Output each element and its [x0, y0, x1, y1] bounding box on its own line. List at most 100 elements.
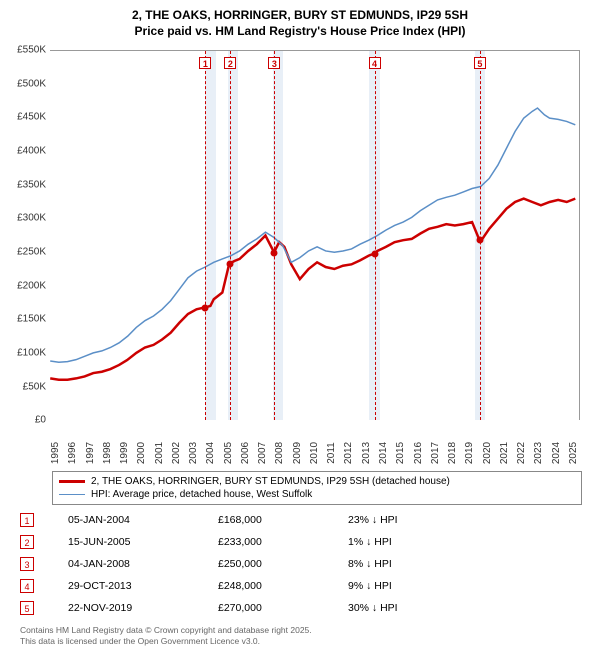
tx-price: £233,000 — [218, 536, 348, 548]
tx-price: £250,000 — [218, 558, 348, 570]
x-tick-label: 2002 — [171, 442, 182, 464]
marker-dot — [371, 251, 378, 258]
chart-title: 2, THE OAKS, HORRINGER, BURY ST EDMUNDS,… — [10, 8, 590, 39]
x-tick-label: 2001 — [154, 442, 165, 464]
marker-dot — [271, 250, 278, 257]
y-tick-label: £50K — [23, 381, 46, 392]
x-tick-label: 2008 — [274, 442, 285, 464]
series-property — [50, 199, 575, 380]
footer-attribution: Contains HM Land Registry data © Crown c… — [20, 625, 590, 647]
x-tick-label: 2025 — [568, 442, 579, 464]
tx-price: £248,000 — [218, 580, 348, 592]
legend-row-hpi: HPI: Average price, detached house, West… — [59, 488, 575, 501]
x-tick-label: 2016 — [413, 442, 424, 464]
y-tick-label: £550K — [17, 45, 46, 56]
tx-index-box: 2 — [20, 535, 34, 549]
tx-date: 04-JAN-2008 — [68, 558, 218, 570]
marker-box: 3 — [268, 57, 280, 69]
tx-date: 15-JUN-2005 — [68, 536, 218, 548]
legend-label-property: 2, THE OAKS, HORRINGER, BURY ST EDMUNDS,… — [91, 476, 450, 487]
x-tick-label: 2015 — [395, 442, 406, 464]
x-tick-label: 1995 — [50, 442, 61, 464]
x-tick-label: 2010 — [309, 442, 320, 464]
legend-label-hpi: HPI: Average price, detached house, West… — [91, 489, 312, 500]
y-tick-label: £200K — [17, 280, 46, 291]
y-axis-labels: £0£50K£100K£150K£200K£250K£300K£350K£400… — [10, 50, 48, 420]
x-tick-label: 2017 — [430, 442, 441, 464]
table-row: 2 15-JUN-2005£233,0001% ↓ HPI — [20, 531, 580, 553]
marker-line — [205, 51, 206, 420]
series-hpi — [50, 108, 575, 362]
y-tick-label: £350K — [17, 179, 46, 190]
y-tick-label: £100K — [17, 347, 46, 358]
y-tick-label: £450K — [17, 112, 46, 123]
table-row: 1 05-JAN-2004£168,00023% ↓ HPI — [20, 509, 580, 531]
x-tick-label: 2007 — [257, 442, 268, 464]
title-line-1: 2, THE OAKS, HORRINGER, BURY ST EDMUNDS,… — [10, 8, 590, 24]
table-row: 304-JAN-2008£250,0008% ↓ HPI — [20, 553, 580, 575]
x-tick-label: 2024 — [551, 442, 562, 464]
tx-index-box: 1 — [20, 513, 34, 527]
tx-price: £168,000 — [218, 514, 348, 526]
tx-diff: 8% ↓ HPI — [348, 558, 478, 570]
chart-area: £0£50K£100K£150K£200K£250K£300K£350K£400… — [10, 45, 590, 465]
x-tick-label: 2005 — [223, 442, 234, 464]
x-tick-label: 1996 — [67, 442, 78, 464]
footer-line-2: This data is licensed under the Open Gov… — [20, 636, 590, 647]
tx-diff: 30% ↓ HPI — [348, 602, 478, 614]
x-tick-label: 1997 — [85, 442, 96, 464]
y-tick-label: £0 — [35, 415, 46, 426]
chart-container: 2, THE OAKS, HORRINGER, BURY ST EDMUNDS,… — [0, 0, 600, 651]
x-tick-label: 2013 — [361, 442, 372, 464]
tx-date: 05-JAN-2004 — [68, 514, 218, 526]
x-tick-label: 2018 — [447, 442, 458, 464]
x-tick-label: 1998 — [102, 442, 113, 464]
x-tick-label: 2004 — [205, 442, 216, 464]
tx-date: 22-NOV-2019 — [68, 602, 218, 614]
x-tick-label: 2006 — [240, 442, 251, 464]
tx-diff: 1% ↓ HPI — [348, 536, 478, 548]
tx-diff: 23% ↓ HPI — [348, 514, 478, 526]
transaction-table: 1 05-JAN-2004£168,00023% ↓ HPI 2 15-JUN-200… — [20, 509, 580, 619]
x-tick-label: 2019 — [464, 442, 475, 464]
tx-diff: 9% ↓ HPI — [348, 580, 478, 592]
marker-dot — [227, 261, 234, 268]
marker-box: 2 — [224, 57, 236, 69]
y-tick-label: £150K — [17, 314, 46, 325]
marker-line — [274, 51, 275, 420]
y-tick-label: £300K — [17, 213, 46, 224]
x-tick-label: 2022 — [516, 442, 527, 464]
x-tick-label: 2000 — [136, 442, 147, 464]
y-tick-label: £400K — [17, 146, 46, 157]
x-tick-label: 2021 — [499, 442, 510, 464]
tx-price: £270,000 — [218, 602, 348, 614]
table-row: 4 29-OCT-2013£248,0009% ↓ HPI — [20, 575, 580, 597]
chart-legend: 2, THE OAKS, HORRINGER, BURY ST EDMUNDS,… — [52, 471, 582, 505]
tx-index-box: 4 — [20, 579, 34, 593]
x-tick-label: 2003 — [188, 442, 199, 464]
title-line-2: Price paid vs. HM Land Registry's House … — [10, 24, 590, 40]
x-tick-label: 2020 — [482, 442, 493, 464]
legend-swatch-hpi — [59, 494, 85, 496]
x-tick-label: 2012 — [343, 442, 354, 464]
marker-line — [230, 51, 231, 420]
marker-box: 4 — [369, 57, 381, 69]
x-tick-label: 2023 — [533, 442, 544, 464]
marker-box: 1 — [199, 57, 211, 69]
x-axis-labels: 1995 1996 1997 1998 1999 2000 2001 2002 2003 2004… — [50, 423, 580, 463]
table-row: 5 22-NOV-2019£270,00030% ↓ HPI — [20, 597, 580, 619]
x-tick-label: 1999 — [119, 442, 130, 464]
x-tick-label: 2009 — [292, 442, 303, 464]
plot-area: 1 2 3 4 5 — [50, 50, 580, 420]
marker-dot — [476, 236, 483, 243]
tx-index-box: 5 — [20, 601, 34, 615]
x-tick-label: 2014 — [378, 442, 389, 464]
footer-line-1: Contains HM Land Registry data © Crown c… — [20, 625, 590, 636]
line-svg — [50, 51, 579, 420]
marker-line — [375, 51, 376, 420]
legend-row-property: 2, THE OAKS, HORRINGER, BURY ST EDMUNDS,… — [59, 475, 575, 488]
y-tick-label: £500K — [17, 78, 46, 89]
legend-swatch-property — [59, 480, 85, 483]
tx-date: 29-OCT-2013 — [68, 580, 218, 592]
marker-box: 5 — [474, 57, 486, 69]
